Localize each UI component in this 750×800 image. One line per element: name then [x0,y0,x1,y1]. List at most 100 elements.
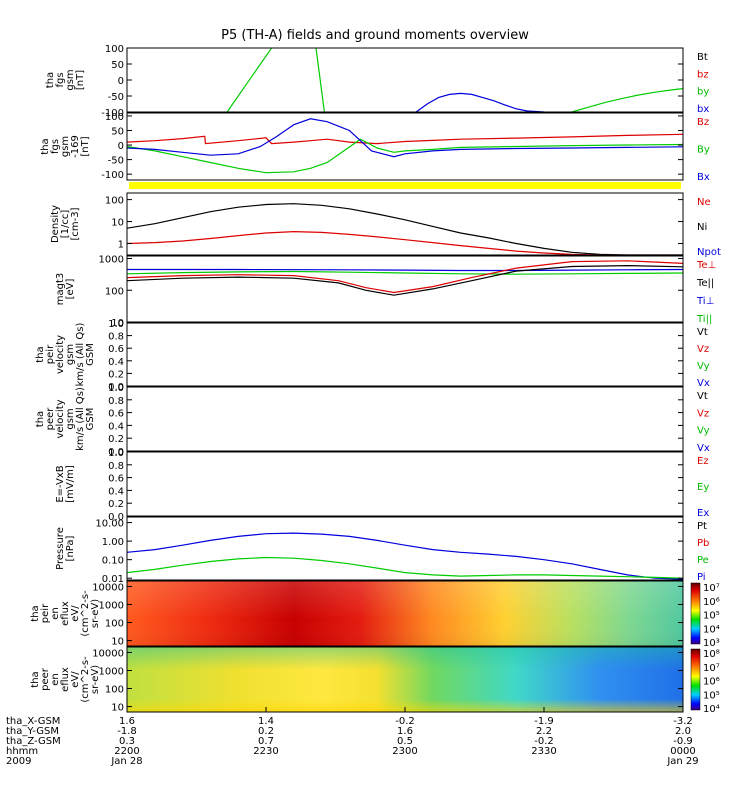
temp-legend-1: Te|| [696,278,714,289]
peir_spec-colorbar-tick: 10⁵ [703,611,720,622]
pressure-legend-2: Pe [697,555,709,566]
xaxis-row-value: -0.9 [673,736,693,747]
peer_vel-ylabel: GSM [85,408,96,431]
density-legend-1: Ni [697,222,707,233]
fgs_ssc-ylabel: gsm [60,136,71,157]
density-ytick-label: 100 [105,196,124,207]
xaxis-row-value: 2230 [253,746,278,757]
peer_spec-ylabel: eV/ [70,671,81,688]
peir_spec-heatmap-shade [127,581,683,646]
fgs-ytick-label: -50 [108,92,124,103]
temp-series-Ti_par [127,270,683,275]
peir_spec-colorbar-tick: 10³ [703,638,720,649]
efield-ytick-label: 1.0 [108,448,124,459]
efield-ytick-label: 0.6 [108,474,124,485]
xaxis-row-value: 1.4 [258,716,274,727]
fgs_ssc-ytick-label: -50 [108,156,124,167]
peer_vel-legend-0: Vt [697,391,708,402]
xaxis-row-value: -1.9 [534,716,554,727]
peer_vel-ylabel: km/s (All Qs) [75,387,86,451]
peer_vel-frame [126,386,684,452]
density-ylabel: [1/cc] [60,210,71,239]
peer_spec-colorbar-tick: 10⁵ [703,690,720,701]
peer_spec-colorbar [690,648,701,711]
peir_vel-ylabel: peir [45,344,56,364]
xaxis-row-value: 0.7 [258,736,274,747]
pressure-ylabel: [nPa] [65,535,76,561]
efield-ytick-label: 0.0 [108,512,124,523]
peir_spec-ytick-label: 10000 [92,582,124,593]
peir_vel-frame [126,322,684,387]
peer_spec-colorbar-tick: 10⁸ [703,649,720,660]
efield-legend-0: Ez [697,456,709,467]
xaxis-row-value: 2330 [531,746,556,757]
peer_spec-ytick-label: 10 [111,703,124,714]
peer_vel-ylabel: tha [35,411,46,427]
fgs-ylabel: fgs [55,72,66,87]
xaxis-row-name: 2009 [6,756,31,767]
peer_spec-ylabel: en [50,673,61,686]
peir_vel-legend-0: Vt [697,327,708,338]
xaxis-row-value: 2.0 [675,726,691,737]
xaxis-row-value: -0.2 [534,736,554,747]
peir_spec-ylabel: (cm^2-s- [80,590,91,637]
peir_spec-ytick-label: 100 [105,619,124,630]
peir_vel-ytick-label: 0.4 [108,357,124,368]
fgs_ssc-series-Bz [127,133,683,145]
peir_vel-ylabel: GSM [85,343,96,366]
peer_spec-ylabel: sr-eV) [90,665,101,694]
fgs-series-by_seg2 [315,48,325,112]
peer_spec-ylabel: eflux [60,667,71,692]
peer_vel-ylabel: gsm [65,408,76,429]
xaxis-row-value: 0000 [670,746,695,757]
peir_vel-ytick-label: 0.6 [108,344,124,355]
fgs_ssc-ylabel: fgs [50,139,61,154]
fgs-legend-3: bx [697,104,709,115]
peer_spec-colorbar-tick: 10⁶ [703,677,720,688]
peir_vel-ylabel: gsm [65,344,76,365]
fgs_ssc-frame [126,112,684,181]
fgs_ssc-ylabel: [nT] [80,136,91,156]
fgs-legend-1: bz [697,69,709,80]
temp-series-Ti_perp [127,268,683,272]
xaxis-row-value: -1.8 [117,726,137,737]
density-ylabel: Density [50,205,61,243]
efield-ytick-label: 0.8 [108,461,124,472]
pressure-legend-1: Pb [697,538,709,549]
fgs_ssc-ytick-label: 0 [118,141,124,152]
peir_spec-colorbar-tick: 10⁷ [703,583,720,594]
fgs-series-by_seg1 [226,48,273,112]
density-frame [126,192,684,256]
xaxis-row-value: 2300 [392,746,417,757]
pressure-series-Pe [127,556,683,579]
peer_spec-ytick-label: 1000 [99,666,124,677]
xaxis-row-name: tha_Z-GSM [6,736,61,747]
peer_vel-ytick-label: 0.2 [108,434,124,445]
efield-frame [126,451,684,517]
peer_spec-colorbar-tick: 10⁷ [703,663,720,674]
xaxis-row-value: 1.6 [119,716,135,727]
peer_vel-ytick-label: 0.6 [108,409,124,420]
peer_spec-colorbar-tick: 10⁴ [703,704,720,715]
temp-ylabel: magt3 [55,273,66,306]
peir_spec-ylabel: eflux [60,601,71,626]
peir_spec-colorbar [690,582,701,645]
fgs-series-by_seg3 [571,88,683,112]
pressure-legend-3: Pi [697,572,706,583]
temp-series-Te_par [127,264,683,296]
pressure-ytick-label: 10.00 [95,519,124,530]
peir_vel-legend-3: Vx [697,378,710,389]
pressure-legend-0: Pt [697,521,707,532]
peer_spec-ylabel: peer [40,667,51,691]
peir_vel-ytick-label: 0.2 [108,369,124,380]
xaxis-row-value: -3.2 [673,716,693,727]
peer_spec-ylabel: tha [30,671,41,687]
peer_spec-ylabel: (cm^2-s- [80,656,91,703]
peer_spec-ytick-label: 10000 [92,648,124,659]
temp-ytick-label: 1000 [99,255,124,266]
fgs_ssc-series-Bx [127,118,683,158]
xaxis-row-name: tha_X-GSM [6,716,60,727]
efield-ylabel: [mV/m] [65,465,76,503]
fgs-ytick-label: -100 [101,108,124,119]
peir_vel-ytick-label: 0.0 [108,382,124,393]
